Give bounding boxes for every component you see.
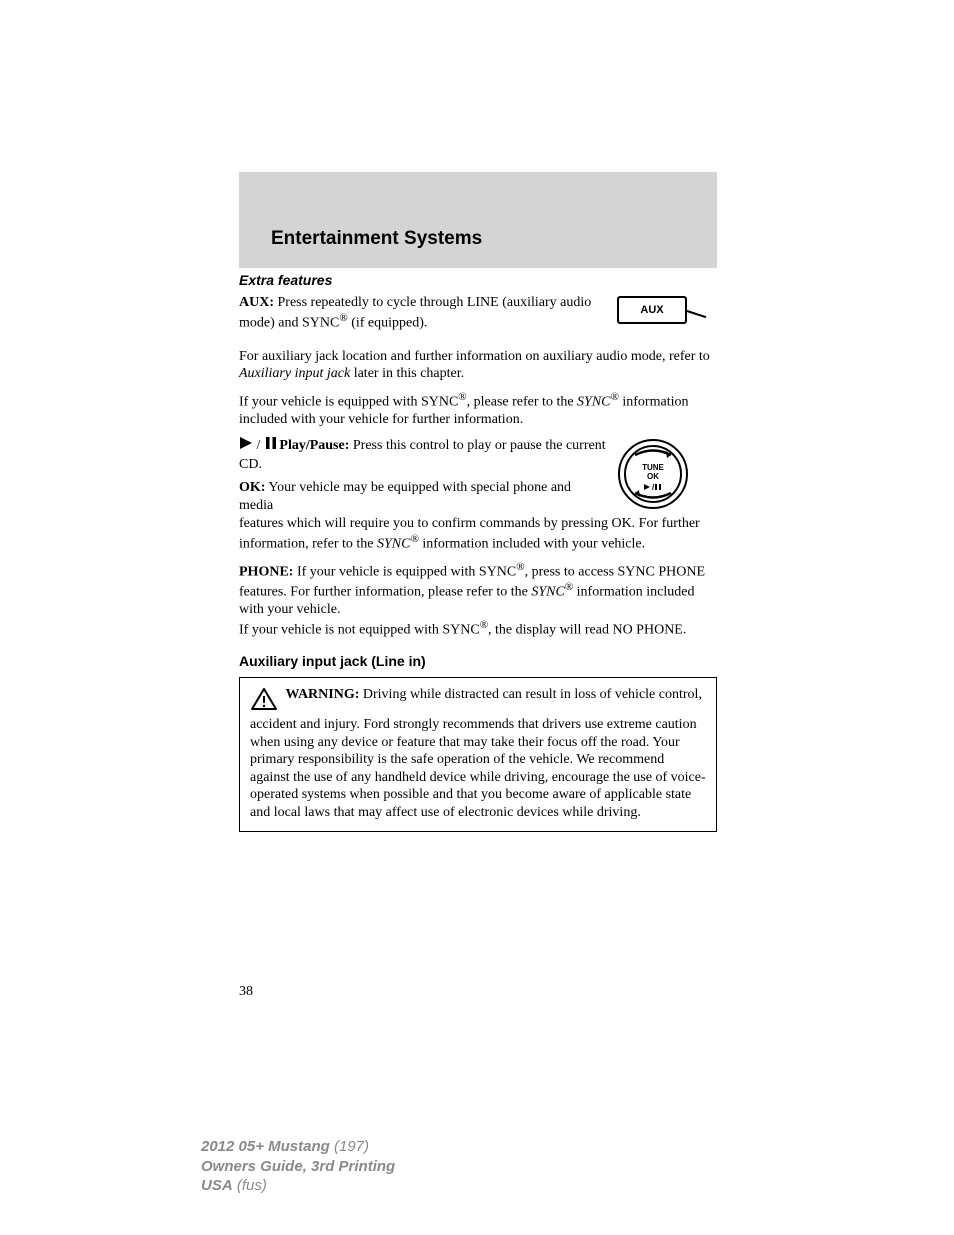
warning-icon [250,687,278,717]
footer-guide: Owners Guide, 3rd Printing [201,1157,395,1177]
aux-row: AUX: Press repeatedly to cycle through L… [239,294,717,340]
ok-text-2: information included with your vehicle. [419,536,645,551]
registered-mark: ® [565,581,573,593]
footer-region: USA [201,1177,233,1194]
aux-button-graphic: AUX [617,296,687,324]
chapter-title: Entertainment Systems [271,228,717,250]
registered-mark: ® [458,391,466,403]
ok-paragraph-rest: features which will require you to confi… [239,515,717,553]
play-paragraph: / Play/Pause: Press this control to play… [239,436,607,473]
footer-region-code: (fus) [233,1177,267,1194]
svg-text:/: / [652,483,655,492]
warning-text: Driving while distracted can result in l… [250,687,706,820]
phone-text-1: If your vehicle is equipped with SYNC [293,565,516,580]
tune-label: TUNE [642,463,664,472]
play-row: / Play/Pause: Press this control to play… [239,436,717,515]
warning-label: WARNING: [286,687,360,702]
chapter-header: Entertainment Systems [239,172,717,268]
footer-model: 2012 05+ Mustang [201,1138,330,1155]
ok-text-partial: Your vehicle may be equipped with specia… [239,480,571,513]
footer-line-1: 2012 05+ Mustang (197) [201,1137,395,1157]
ok-label: OK: [239,480,265,495]
warning-box: WARNING: Driving while distracted can re… [239,677,717,833]
registered-mark: ® [339,312,347,324]
aux-paragraph: AUX: Press repeatedly to cycle through L… [239,294,597,332]
aux-label: AUX: [239,295,274,310]
registered-mark: ® [410,533,418,545]
play-icon [239,436,253,456]
phone-line2: If your vehicle is not equipped with SYN… [239,622,480,637]
play-ok-block: / Play/Pause: Press this control to play… [239,436,607,514]
phone-line2-end: , the display will read NO PHONE. [488,622,686,637]
aux-note-paragraph: For auxiliary jack location and further … [239,348,717,383]
page-footer: 2012 05+ Mustang (197) Owners Guide, 3rd… [201,1137,395,1196]
extra-features-heading: Extra features [239,272,717,288]
pause-icon [266,436,276,456]
footer-model-code: (197) [330,1138,369,1155]
phone-label: PHONE: [239,565,293,580]
slash-text: / [257,438,264,453]
sync-note-1: If your vehicle is equipped with SYNC [239,394,458,409]
sync-note-paragraph: If your vehicle is equipped with SYNC®, … [239,391,717,429]
play-label: Play/Pause: [279,438,349,453]
sync-note-italic: SYNC [577,394,610,409]
aux-note-1: For auxiliary jack location and further … [239,349,710,364]
phone-text-italic: SYNC [531,585,564,600]
aux-note-end: later in this chapter. [350,366,464,381]
ok-label-knob: OK [647,472,659,481]
registered-mark: ® [611,391,619,403]
page-number: 38 [239,984,253,1000]
tune-knob-graphic: TUNE OK / [617,438,689,515]
aux-text-2: (if equipped). [348,315,428,330]
aux-note-italic: Auxiliary input jack [239,366,350,381]
ok-paragraph-start: OK: Your vehicle may be equipped with sp… [239,479,607,514]
phone-paragraph: PHONE: If your vehicle is equipped with … [239,561,717,639]
registered-mark: ® [516,561,524,573]
footer-line-3: USA (fus) [201,1176,395,1196]
ok-text-italic: SYNC [377,536,410,551]
aux-button-label: AUX [640,304,663,316]
registered-mark: ® [480,619,488,631]
sync-note-2: , please refer to the [467,394,577,409]
aux-jack-heading: Auxiliary input jack (Line in) [239,653,717,669]
page-content: Extra features AUX: Press repeatedly to … [239,272,717,832]
